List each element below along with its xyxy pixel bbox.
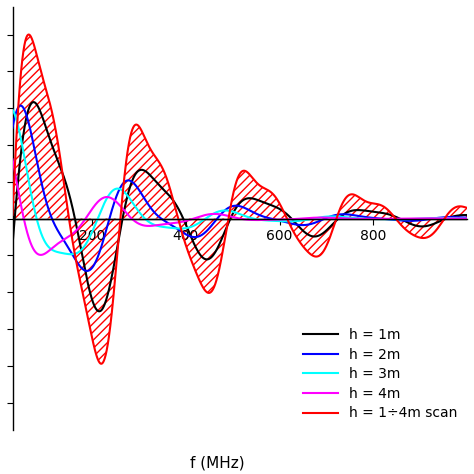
h = 3m [92,222,98,228]
h = 1m [464,212,470,218]
h = 4m [464,216,470,221]
h = 2m [305,222,311,228]
h = 1m [383,211,389,217]
Legend: h = 1m, h = 2m, h = 3m, h = 4m, h = 1÷4m scan: h = 1m, h = 2m, h = 3m, h = 4m, h = 1÷4m… [298,323,463,426]
X-axis label: f (MHz): f (MHz) [190,456,245,471]
Line: h = 4m: h = 4m [12,159,467,255]
h = 1m [96,309,102,314]
h = 1m [305,232,311,237]
Line: h = 2m: h = 2m [12,106,467,271]
h = 1m [31,99,36,105]
h = 4m [349,216,355,221]
h = 1m [9,242,15,248]
Line: h = 3m: h = 3m [12,109,467,254]
h = 3m [349,215,355,220]
h = 4m [92,202,98,208]
h = 2m [92,260,98,265]
h = 4m [283,217,288,222]
h = 2m [349,212,355,218]
h = 1m [183,223,189,228]
h = 3m [68,251,74,257]
h = 2m [9,125,15,131]
h = 1m [349,208,355,214]
h = 3m [464,216,470,221]
h = 2m [84,268,90,274]
h = 3m [183,225,189,231]
h = 2m [464,215,470,220]
h = 3m [383,216,389,222]
h = 4m [183,218,189,224]
h = 2m [383,216,389,222]
h = 4m [9,156,15,162]
h = 2m [183,232,189,237]
h = 1m [283,210,288,216]
h = 3m [283,219,288,224]
h = 4m [38,252,44,258]
Line: h = 1m: h = 1m [12,102,467,311]
h = 2m [283,219,288,225]
h = 3m [9,107,15,112]
h = 4m [383,216,389,222]
h = 2m [18,103,24,109]
h = 3m [305,217,311,222]
h = 4m [305,215,311,221]
h = 1m [92,305,98,310]
